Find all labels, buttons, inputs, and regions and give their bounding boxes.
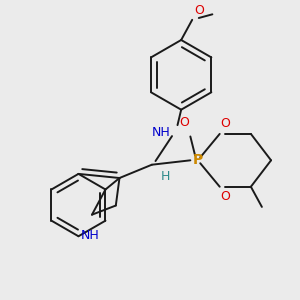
Text: P: P — [193, 153, 203, 166]
Text: O: O — [220, 117, 230, 130]
Text: O: O — [194, 4, 204, 17]
Text: H: H — [161, 170, 170, 183]
Text: O: O — [179, 116, 189, 129]
Text: O: O — [220, 190, 230, 203]
Text: NH: NH — [152, 126, 170, 139]
Text: NH: NH — [81, 230, 100, 242]
